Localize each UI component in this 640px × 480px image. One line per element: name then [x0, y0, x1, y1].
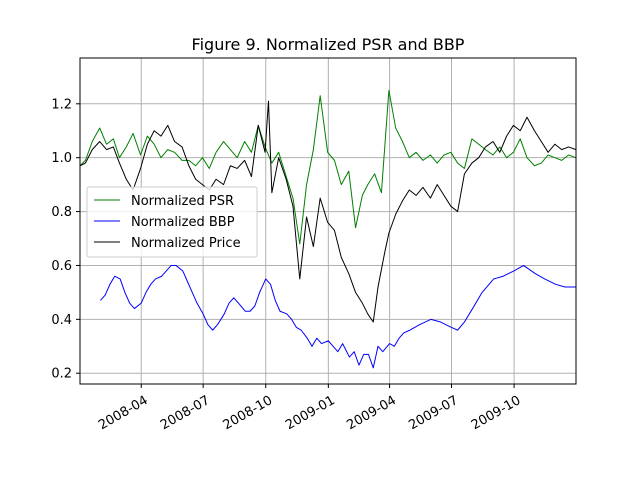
y-tick-label: 1.2 — [51, 97, 72, 112]
grid-layer — [80, 58, 576, 384]
legend-label: Normalized BBP — [131, 215, 235, 230]
series-line-normalized-psr — [79, 89, 577, 245]
legend-box — [86, 186, 258, 258]
series-line-normalized-price — [79, 100, 577, 323]
series-layer — [79, 89, 577, 369]
legend-label: Normalized Price — [131, 236, 241, 251]
series-line-normalized-bbp — [100, 264, 576, 369]
y-tick-label: 1.0 — [51, 151, 72, 166]
chart-title: Figure 9. Normalized PSR and BBP — [192, 35, 465, 54]
y-tick-label: 0.2 — [51, 367, 72, 382]
legend-label: Normalized PSR — [131, 194, 234, 209]
legend: Normalized PSR Normalized BBP Normalized P… — [86, 186, 258, 258]
y-tick-label: 0.8 — [51, 205, 72, 220]
y-tick-label: 0.4 — [51, 313, 72, 328]
y-tick-label: 0.6 — [51, 259, 72, 274]
